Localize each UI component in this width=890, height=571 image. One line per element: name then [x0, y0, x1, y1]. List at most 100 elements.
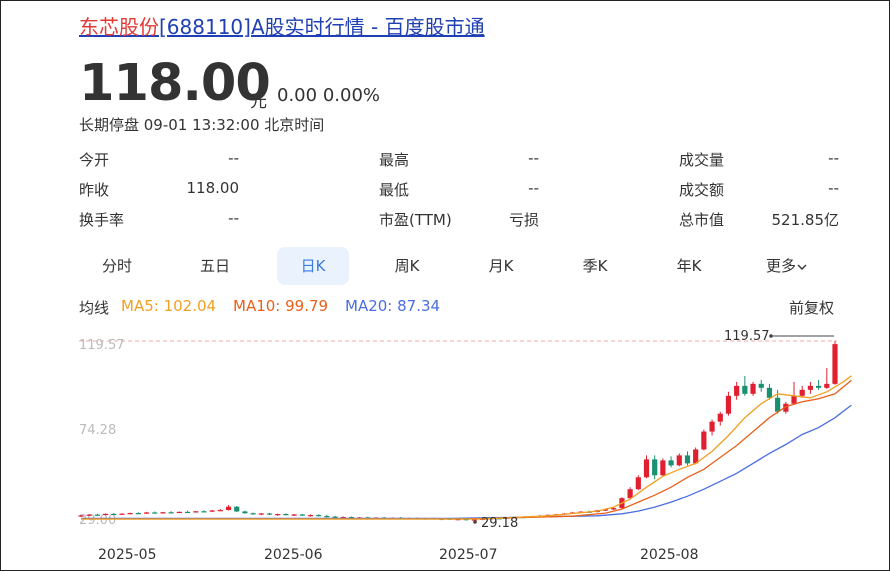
tab-quarterly-k[interactable]: 季K [582, 257, 608, 275]
ma-lines-layer [81, 375, 852, 520]
candle-body [766, 387, 773, 398]
candle-body [701, 431, 707, 450]
stat-value: -- [228, 209, 239, 227]
tab-monthly-k[interactable]: 月K [488, 257, 514, 275]
candle-body [340, 517, 346, 519]
stat-value: -- [228, 149, 239, 167]
stat-label: 市盈(TTM) [379, 211, 452, 229]
y-tick-label: 119.57 [79, 338, 125, 353]
stat-label: 最低 [379, 181, 410, 199]
candle-body [332, 516, 338, 518]
stat-label: 总市值 [679, 211, 725, 229]
candle-body [135, 513, 141, 515]
tab-weekly-k[interactable]: 周K [394, 257, 420, 275]
change-percent: 0.00% [322, 85, 380, 106]
stat-value: -- [528, 149, 539, 167]
candle-body [234, 506, 240, 512]
candle-body [824, 383, 830, 388]
candle-body [709, 421, 715, 432]
x-tick-label: 2025-07 [439, 547, 498, 563]
current-price: 118.00 [79, 54, 271, 113]
ma10-line [81, 379, 852, 520]
candle-body [717, 413, 723, 422]
candle-body [471, 519, 477, 521]
candle-body [668, 460, 674, 466]
candle-body [143, 512, 150, 514]
candle-body [602, 509, 609, 511]
chevron-down-icon [796, 257, 808, 275]
stat-value: 亏损 [508, 211, 539, 229]
title-rest[interactable]: [688110]A股实时行情 - 百度股市通 [159, 15, 485, 39]
candle-body [209, 510, 215, 512]
candle-body [127, 513, 133, 515]
ma5-value: MA5: 102.04 [121, 297, 217, 315]
tab-intraday[interactable]: 分时 [101, 257, 132, 275]
max-marker-dot [769, 334, 773, 338]
candle-body [635, 477, 641, 490]
candle-body [693, 449, 699, 464]
candle-body [242, 511, 248, 514]
tab-yearly-k[interactable]: 年K [676, 257, 702, 275]
ma-label: 均线 [79, 299, 110, 317]
tab-more[interactable]: 更多 [751, 247, 823, 285]
candle-body [176, 511, 182, 514]
stat-label: 今开 [79, 151, 110, 169]
candle-body [660, 460, 666, 476]
y-tick-label: 29.00 [79, 513, 116, 528]
y-tick-label: 74.28 [79, 423, 116, 438]
candle-body [168, 512, 174, 514]
candle-body [299, 514, 305, 516]
x-tick-label: 2025-08 [640, 547, 699, 563]
candle-body [676, 455, 682, 466]
adjust-toggle[interactable]: 前复权 [789, 299, 835, 317]
kline-chart[interactable]: 119.57 74.28 29.00 2025-05 2025-06 2025-… [1, 321, 889, 570]
price-unit: 元 [250, 92, 267, 112]
tab-daily-k[interactable]: 日K [277, 247, 349, 285]
stat-value: -- [828, 149, 839, 167]
candle-body [734, 385, 740, 396]
candles-layer [78, 341, 838, 521]
stat-value: -- [528, 179, 539, 197]
stat-label: 昨收 [79, 181, 110, 199]
candle-body [324, 516, 330, 518]
stock-name[interactable]: 东芯股份 [79, 15, 159, 39]
stat-label: 换手率 [79, 211, 125, 229]
candle-body [291, 514, 297, 516]
candle-body [643, 459, 650, 478]
candle-body [111, 513, 117, 516]
ma10-value: MA10: 99.79 [233, 297, 329, 315]
candle-body [78, 515, 84, 517]
tab-five-day[interactable]: 五日 [199, 257, 230, 275]
stat-label: 成交量 [679, 151, 725, 169]
candle-body [217, 510, 223, 512]
candle-body [611, 508, 617, 510]
candle-body [275, 514, 281, 516]
max-marker-label: 119.57 [724, 329, 770, 344]
candle-body [86, 514, 92, 516]
ma20-value: MA20: 87.34 [345, 297, 441, 315]
candle-body [684, 455, 691, 464]
candle-body [627, 489, 633, 499]
stat-label: 成交额 [679, 181, 725, 199]
stat-value: 118.00 [186, 179, 240, 197]
ma20-line [81, 404, 852, 520]
candle-body [807, 385, 814, 390]
candle-body [102, 513, 109, 516]
candle-body [832, 344, 838, 384]
candle-body [652, 459, 658, 476]
candle-body [184, 511, 191, 514]
page-title[interactable]: 东芯股份[688110]A股实时行情 - 百度股市通 [79, 13, 485, 41]
candle-body [348, 517, 355, 519]
candle-body [307, 515, 314, 517]
period-tabs: 分时 五日 日K 周K 月K 季K 年K 更多 [71, 247, 861, 285]
tab-more-label: 更多 [765, 257, 796, 275]
min-marker-label: 29.18 [481, 516, 518, 531]
candle-body [316, 515, 322, 517]
x-tick-label: 2025-06 [264, 547, 323, 563]
trading-status: 长期停盘 09-01 13:32:00 北京时间 [79, 116, 325, 134]
stat-value: 521.85亿 [771, 211, 840, 229]
stat-label: 最高 [379, 151, 410, 169]
candle-body [725, 395, 732, 414]
candle-body [193, 511, 199, 513]
